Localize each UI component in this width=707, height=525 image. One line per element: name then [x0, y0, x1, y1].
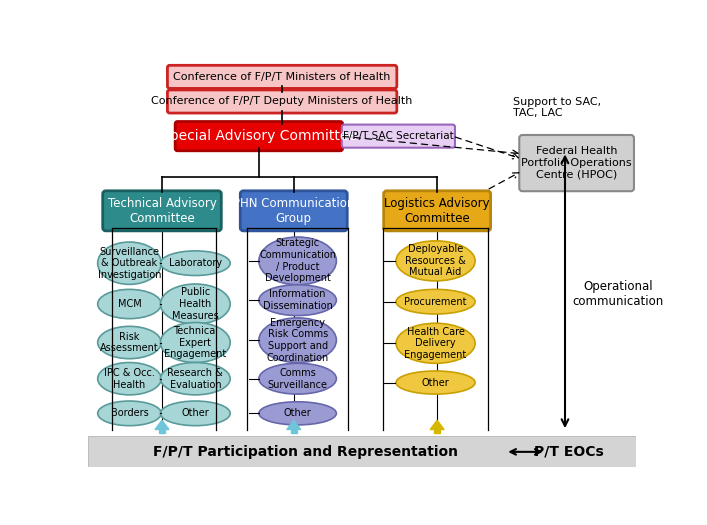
Polygon shape [430, 421, 444, 429]
Ellipse shape [259, 402, 337, 425]
Text: Emergency
Risk Comms
Support and
Coordination: Emergency Risk Comms Support and Coordin… [267, 318, 329, 363]
Text: MCM: MCM [117, 299, 141, 309]
FancyBboxPatch shape [519, 135, 634, 191]
Text: Information
Dissemination: Information Dissemination [263, 289, 332, 311]
Text: Technical Advisory
Committee: Technical Advisory Committee [107, 197, 216, 225]
Polygon shape [159, 429, 165, 433]
Text: Conference of F/P/T Ministers of Health: Conference of F/P/T Ministers of Health [173, 72, 391, 82]
Polygon shape [155, 421, 169, 429]
Text: Surveillance
& Outbreak
Investigation: Surveillance & Outbreak Investigation [98, 247, 161, 280]
Text: Technical
Expert
Engagement: Technical Expert Engagement [164, 326, 226, 359]
Text: Procurement: Procurement [404, 297, 467, 307]
Ellipse shape [396, 241, 475, 281]
Text: Support to SAC,
TAC, LAC: Support to SAC, TAC, LAC [513, 97, 601, 119]
Ellipse shape [396, 371, 475, 394]
Text: Strategic
Communication
/ Product
Development: Strategic Communication / Product Develo… [259, 238, 336, 284]
Polygon shape [291, 429, 297, 433]
Polygon shape [434, 429, 440, 433]
Ellipse shape [396, 289, 475, 314]
FancyBboxPatch shape [103, 191, 221, 231]
FancyBboxPatch shape [168, 90, 397, 113]
Text: F/P/T Participation and Representation: F/P/T Participation and Representation [153, 445, 458, 459]
Text: P/T EOCs: P/T EOCs [534, 445, 604, 459]
Bar [88, 436, 636, 467]
Text: F/P/T SAC Secretariat: F/P/T SAC Secretariat [343, 131, 454, 141]
Text: PHN Communication
Group: PHN Communication Group [233, 197, 354, 225]
Ellipse shape [98, 242, 161, 285]
Ellipse shape [160, 322, 230, 363]
Text: Other: Other [182, 408, 209, 418]
Text: Laboratory: Laboratory [169, 258, 222, 268]
FancyBboxPatch shape [341, 124, 455, 148]
Text: Borders: Borders [110, 408, 148, 418]
Ellipse shape [259, 363, 337, 394]
Ellipse shape [98, 327, 161, 359]
Ellipse shape [259, 237, 337, 285]
Text: Public
Health
Measures: Public Health Measures [172, 287, 218, 321]
Ellipse shape [160, 401, 230, 426]
FancyBboxPatch shape [175, 121, 343, 151]
FancyBboxPatch shape [240, 191, 347, 231]
Text: Comms
Surveillance: Comms Surveillance [268, 368, 327, 390]
Text: Logistics Advisory
Committee: Logistics Advisory Committee [385, 197, 490, 225]
Ellipse shape [98, 363, 161, 395]
Ellipse shape [98, 401, 161, 426]
Text: Risk
Assessment: Risk Assessment [100, 332, 159, 353]
Ellipse shape [259, 318, 337, 363]
Text: Operational
communication: Operational communication [573, 280, 664, 308]
Text: Special Advisory Committee: Special Advisory Committee [161, 129, 357, 143]
Text: IPC & Occ.
Health: IPC & Occ. Health [104, 368, 155, 390]
Ellipse shape [160, 251, 230, 276]
Text: Federal Health
Portfolio Operations
Centre (HPOC): Federal Health Portfolio Operations Cent… [521, 146, 632, 180]
Text: Deployable
Resources &
Mutual Aid: Deployable Resources & Mutual Aid [405, 244, 466, 278]
Text: Conference of F/P/T Deputy Ministers of Health: Conference of F/P/T Deputy Ministers of … [151, 97, 413, 107]
Ellipse shape [98, 289, 161, 319]
FancyBboxPatch shape [168, 65, 397, 88]
Ellipse shape [259, 285, 337, 316]
Ellipse shape [160, 284, 230, 324]
Polygon shape [287, 421, 300, 429]
Ellipse shape [396, 323, 475, 363]
Text: Research &
Evaluation: Research & Evaluation [168, 368, 223, 390]
Text: Health Care
Delivery
Engagement: Health Care Delivery Engagement [404, 327, 467, 360]
Text: Other: Other [284, 408, 312, 418]
Text: Other: Other [421, 377, 450, 387]
Ellipse shape [160, 363, 230, 395]
FancyBboxPatch shape [384, 191, 491, 231]
